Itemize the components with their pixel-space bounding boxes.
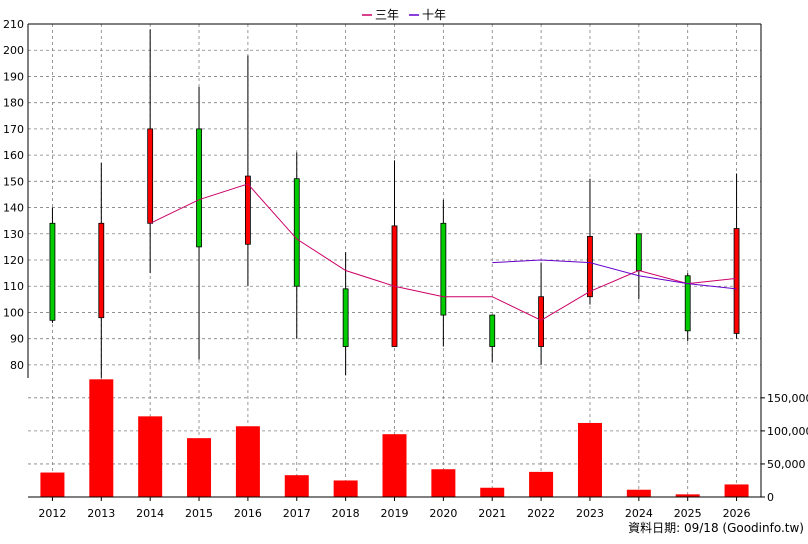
candle-body-down — [98, 222, 105, 319]
x-tick-label: 2025 — [674, 507, 702, 520]
volume-tick-label: 100,000 — [767, 425, 808, 438]
price-tick-label: 130 — [3, 228, 24, 241]
candle-body-up — [489, 314, 496, 347]
price-tick-label: 140 — [3, 202, 24, 215]
x-tick-label: 2013 — [87, 507, 115, 520]
volume-bar — [675, 494, 700, 497]
volume-bar — [284, 475, 309, 497]
price-tick-label: 80 — [10, 359, 24, 372]
volume-bar — [577, 422, 602, 497]
axes: 80 90 100 110 120 130 140 150 160 170 180 190 200 210… — [3, 18, 808, 520]
candles — [49, 29, 740, 378]
candle-body-down — [538, 296, 544, 347]
price-tick-label: 150 — [3, 175, 24, 188]
price-tick-label: 190 — [3, 70, 24, 83]
x-tick-label: 2021 — [478, 507, 506, 520]
volume-bar — [431, 469, 456, 497]
candle-body-up — [293, 178, 300, 287]
volume-bar — [382, 434, 407, 497]
price-tick-label: 90 — [10, 333, 24, 346]
candle-body-up — [684, 275, 691, 332]
candle-body-down — [587, 235, 593, 298]
series-line-ma10 — [492, 259, 737, 290]
volume-bar — [138, 416, 163, 497]
x-tick-label: 2018 — [332, 507, 360, 520]
candle-body-up — [196, 128, 202, 248]
x-tick-label: 2014 — [136, 507, 164, 520]
x-tick-label: 2026 — [723, 507, 751, 520]
volume-bar — [235, 426, 260, 497]
candle-body-up — [635, 233, 642, 271]
x-tick-label: 2019 — [381, 507, 409, 520]
volume-bar — [333, 480, 358, 497]
x-tick-label: 2024 — [625, 507, 653, 520]
volume-bar — [40, 472, 65, 497]
price-tick-label: 110 — [3, 280, 24, 293]
volume-tick-label: 150,000 — [767, 392, 808, 405]
volume-tick-label: 0 — [767, 491, 774, 504]
x-tick-label: 2015 — [185, 507, 213, 520]
volume-bar — [626, 489, 651, 497]
x-tick-label: 2012 — [38, 507, 66, 520]
candle-body-up — [49, 222, 56, 321]
legend-label-ma3: 三年 — [375, 8, 399, 22]
candle-body-up — [342, 288, 349, 347]
series-line-ma3 — [149, 183, 737, 321]
price-tick-label: 180 — [3, 97, 24, 110]
moving-average-lines — [149, 183, 737, 321]
x-tick-label: 2016 — [234, 507, 262, 520]
price-tick-label: 120 — [3, 254, 24, 267]
candle-body-down — [244, 175, 251, 245]
volume-bars — [40, 379, 749, 497]
price-tick-label: 100 — [3, 306, 24, 319]
price-tick-label: 160 — [3, 149, 24, 162]
price-tick-label: 200 — [3, 44, 24, 57]
candle-body-down — [733, 228, 740, 334]
volume-bar — [529, 471, 554, 497]
volume-bar — [724, 484, 749, 497]
x-tick-label: 2022 — [527, 507, 555, 520]
legend: 三年 十年 — [362, 8, 446, 22]
x-tick-label: 2023 — [576, 507, 604, 520]
volume-bar — [89, 379, 114, 497]
candle-body-down — [147, 128, 154, 224]
legend-label-ma10: 十年 — [422, 8, 446, 22]
volume-bar — [480, 487, 505, 497]
volume-bar — [187, 438, 212, 497]
price-tick-label: 170 — [3, 123, 24, 136]
x-tick-label: 2017 — [283, 507, 311, 520]
volume-tick-label: 50,000 — [767, 458, 806, 471]
x-tick-label: 2020 — [429, 507, 457, 520]
footer-source: 資料日期: 09/18 (Goodinfo.tw) — [628, 521, 804, 535]
candle-body-up — [440, 222, 447, 316]
price-tick-label: 210 — [3, 18, 24, 31]
